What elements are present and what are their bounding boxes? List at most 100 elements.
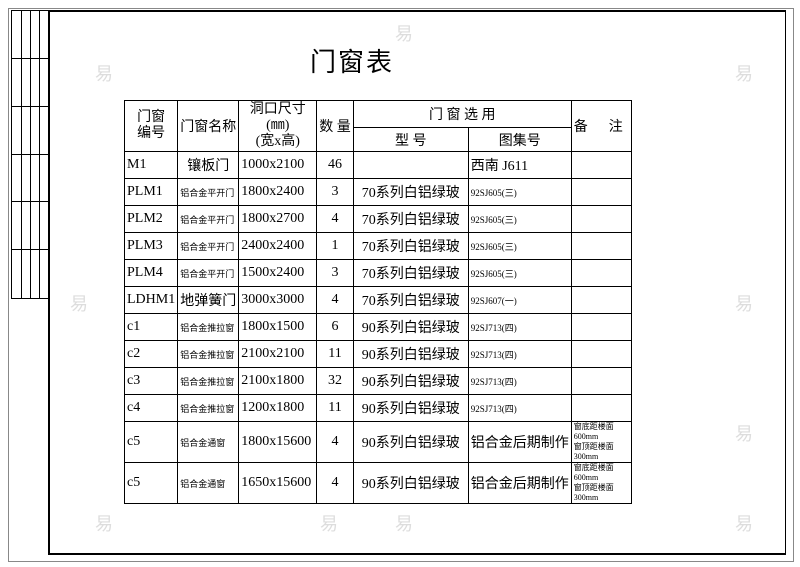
page-title: 门窗表 [310,48,395,77]
table-row: c2 铝合金推拉窗 2100x2100 11 90系列白铝绿玻 92SJ713(四) [123,340,632,368]
cell-size: 2100x2100 [238,340,318,368]
cell-atlas: 西南 J611 [467,151,572,179]
cell-atlas: 92SJ713(四) [467,367,572,395]
cell-atlas: 92SJ605(三) [467,178,572,206]
cell-code: PLM4 [123,259,179,287]
table-row: c3 铝合金推拉窗 2100x1800 32 90系列白铝绿玻 92SJ713(四) [123,367,632,395]
cell-model: 70系列白铝绿玻 [352,178,469,206]
cell-qty: 4 [316,205,354,233]
cell-remark [570,340,632,368]
cell-size: 1200x1800 [238,394,318,422]
cell-atlas: 铝合金后期制作 [467,421,572,463]
watermark: 易 [735,64,753,84]
cell-remark [570,313,632,341]
cell-size: 2400x2400 [238,232,318,260]
cell-qty: 4 [316,286,354,314]
table-row: PLM2 铝合金平开门 1800x2700 4 70系列白铝绿玻 92SJ605(三) [123,205,632,233]
cell-name: 铝合金推拉窗 [177,367,240,395]
cell-qty: 4 [316,462,354,504]
table-row: PLM3 铝合金平开门 2400x2400 1 70系列白铝绿玻 92SJ605(三) [123,232,632,260]
cell-atlas: 92SJ605(三) [467,205,572,233]
watermark: 易 [735,424,753,444]
cell-model: 70系列白铝绿玻 [352,205,469,233]
sheet-border [8,8,794,562]
table-row: LDHM1 地弹簧门 3000x3000 4 70系列白铝绿玻 92SJ607(一) [123,286,632,314]
title-block-strip [11,10,49,299]
door-window-schedule: 门窗 编号 门窗名称 洞口尺寸(㎜) (宽x高) 数 量 门 窗 选 用 备 注… [123,100,632,504]
cell-model: 90系列白铝绿玻 [352,394,469,422]
table-row: PLM4 铝合金平开门 1500x2400 3 70系列白铝绿玻 92SJ605(三) [123,259,632,287]
header-model: 型 号 [352,127,469,152]
cell-name: 地弹簧门 [177,286,240,314]
drawing-frame [48,10,786,555]
cell-code: c5 [123,421,179,463]
cell-model: 90系列白铝绿玻 [352,462,469,504]
cell-name: 铝合金平开门 [177,178,240,206]
cell-code: c5 [123,462,179,504]
cell-qty: 3 [316,178,354,206]
cell-model: 90系列白铝绿玻 [352,313,469,341]
cell-code: PLM3 [123,232,179,260]
cell-qty: 6 [316,313,354,341]
table-row: c5 铝合金通窗 1800x15600 4 90系列白铝绿玻 铝合金后期制作 窗底距楼面60… [123,421,632,463]
cell-name: 铝合金平开门 [177,232,240,260]
header-size: 洞口尺寸(㎜) (宽x高) [238,100,318,152]
table-row: M1 镶板门 1000x2100 46 西南 J611 [123,151,632,179]
cell-size: 1650x15600 [238,462,318,504]
cell-qty: 46 [316,151,354,179]
cell-model: 70系列白铝绿玻 [352,286,469,314]
cell-code: M1 [123,151,179,179]
cell-name: 镶板门 [177,151,240,179]
cell-name: 铝合金平开门 [177,205,240,233]
cell-remark [570,151,632,179]
cell-atlas: 铝合金后期制作 [467,462,572,504]
cell-remark: 窗底距楼面600mm 窗顶距楼面300mm [570,462,632,504]
cell-model: 90系列白铝绿玻 [352,421,469,463]
cell-qty: 4 [316,421,354,463]
cell-name: 铝合金推拉窗 [177,313,240,341]
table-row: PLM1 铝合金平开门 1800x2400 3 70系列白铝绿玻 92SJ605(三) [123,178,632,206]
header-selection: 门 窗 选 用 [352,100,572,128]
cell-remark [570,205,632,233]
cell-atlas: 92SJ713(四) [467,340,572,368]
table-row: c1 铝合金推拉窗 1800x1500 6 90系列白铝绿玻 92SJ713(四) [123,313,632,341]
watermark: 易 [95,514,113,534]
cell-qty: 1 [316,232,354,260]
watermark: 易 [735,294,753,314]
watermark: 易 [735,514,753,534]
cell-atlas: 92SJ713(四) [467,313,572,341]
cell-name: 铝合金通窗 [177,421,240,463]
cell-size: 1800x1500 [238,313,318,341]
cell-remark [570,367,632,395]
cell-size: 3000x3000 [238,286,318,314]
cell-model: 70系列白铝绿玻 [352,232,469,260]
cell-code: PLM2 [123,205,179,233]
table-row: c5 铝合金通窗 1650x15600 4 90系列白铝绿玻 铝合金后期制作 窗底距楼面60… [123,462,632,504]
cell-qty: 11 [316,340,354,368]
cell-code: LDHM1 [123,286,179,314]
cell-code: c3 [123,367,179,395]
cell-atlas: 92SJ713(四) [467,394,572,422]
header-remark: 备 注 [570,100,632,152]
cell-remark [570,394,632,422]
cell-code: c1 [123,313,179,341]
cell-model: 70系列白铝绿玻 [352,259,469,287]
header-qty: 数 量 [316,100,354,152]
cell-size: 2100x1800 [238,367,318,395]
cell-model: 90系列白铝绿玻 [352,340,469,368]
cell-size: 1800x2700 [238,205,318,233]
cell-remark [570,286,632,314]
cell-qty: 32 [316,367,354,395]
cell-size: 1800x2400 [238,178,318,206]
cell-qty: 3 [316,259,354,287]
cell-qty: 11 [316,394,354,422]
cell-atlas: 92SJ605(三) [467,259,572,287]
cell-code: c4 [123,394,179,422]
cell-model: 90系列白铝绿玻 [352,367,469,395]
cell-size: 1000x2100 [238,151,318,179]
watermark: 易 [95,64,113,84]
cell-remark [570,178,632,206]
cell-remark [570,259,632,287]
watermark: 易 [395,24,413,44]
cell-atlas: 92SJ605(三) [467,232,572,260]
